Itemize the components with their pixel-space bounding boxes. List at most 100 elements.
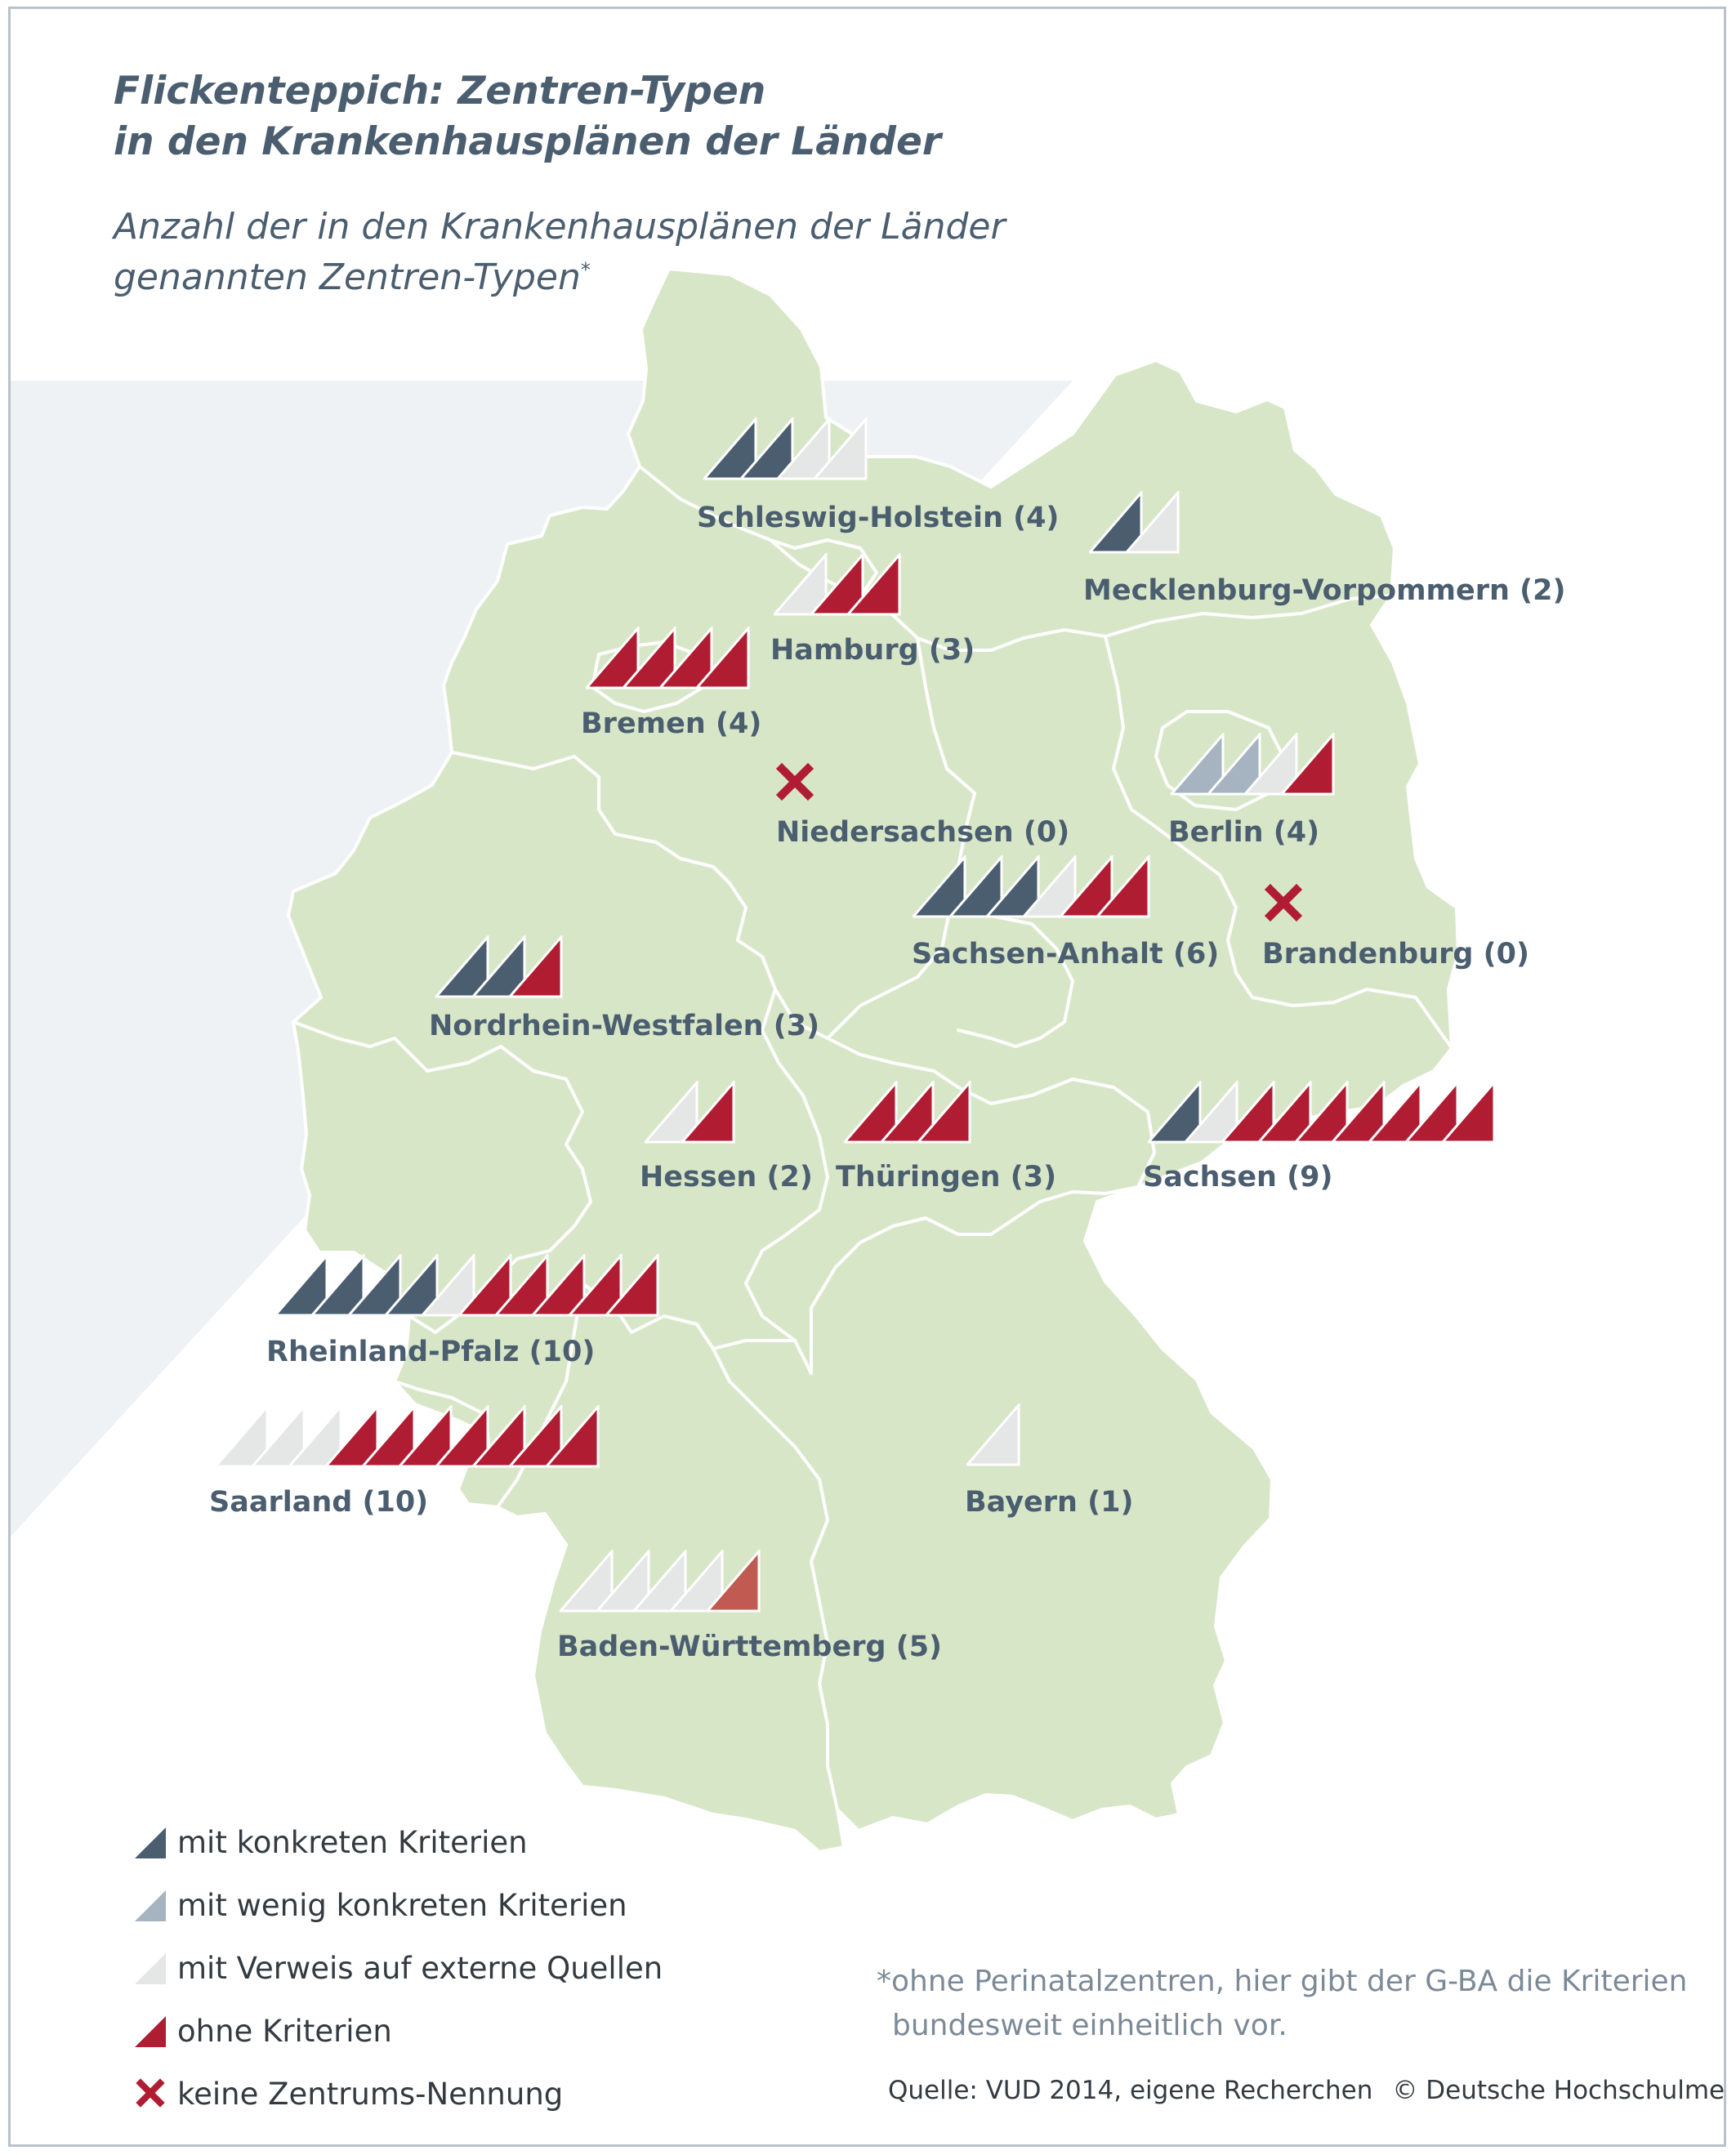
center-type-triangle-extern — [631, 1547, 687, 1613]
state-border-hamburg — [769, 538, 878, 599]
no-center-mark-brandenburg — [1264, 883, 1303, 922]
center-type-triangle-ohne — [620, 624, 676, 689]
center-type-triangle-ohne — [1403, 1078, 1459, 1144]
center-type-triangles — [583, 624, 750, 689]
center-type-triangle-ohne — [396, 1403, 453, 1468]
state-border-bw-bayern — [712, 1347, 839, 1811]
center-type-triangle-ohne — [470, 1403, 526, 1468]
center-type-triangle-ohne — [1366, 1078, 1422, 1144]
center-type-triangle-ohne — [1219, 1078, 1275, 1144]
state-label-baden-wuerttemberg: Baden-Württemberg (5) — [557, 1631, 943, 1663]
state-border-mv-south — [1022, 594, 1393, 640]
center-type-triangles — [557, 1547, 761, 1613]
center-type-triangle-konkret — [738, 415, 794, 480]
center-type-triangles — [841, 1078, 971, 1144]
center-type-triangle-ohne — [1439, 1078, 1496, 1144]
center-type-triangle-ohne — [1279, 730, 1335, 796]
center-type-triangle-extern — [771, 551, 828, 616]
center-type-triangle-ohne — [456, 1252, 512, 1317]
subtitle-footnote-mark: * — [580, 258, 591, 282]
state-label-schleswig-holstein: Schleswig-Holstein (4) — [697, 502, 1060, 534]
state-border-st-sachsen — [948, 906, 1074, 1048]
center-type-triangle-konkret — [984, 853, 1040, 918]
center-type-triangle-konkret — [910, 853, 966, 918]
center-type-triangle-ohne — [808, 551, 864, 616]
center-type-triangle-extern — [286, 1403, 342, 1468]
center-type-triangle-ohne — [493, 1252, 549, 1317]
center-type-triangle-ohne — [323, 1403, 379, 1468]
center-type-triangle-ohne — [507, 1403, 563, 1468]
state-label-rheinland-pfalz: Rheinland-Pfalz (10) — [266, 1336, 596, 1368]
center-type-triangle-ohne — [679, 1078, 735, 1144]
center-type-triangles — [964, 1401, 1020, 1466]
legend-label-none: keine Zentrums-Nennung — [177, 2077, 564, 2112]
legend-label-ohne: ohne Kriterien — [177, 2014, 392, 2049]
state-marker-hessen — [642, 1078, 737, 1148]
center-type-triangles — [910, 853, 1150, 918]
legend-label-wenig-konkret: mit wenig konkreten Kriterien — [177, 1888, 627, 1923]
center-type-triangle-extern — [1182, 1078, 1238, 1144]
center-type-triangles — [212, 1403, 600, 1468]
legend-swatch-wenig-konkret — [135, 1890, 166, 1921]
center-type-triangle-ohne — [845, 551, 901, 616]
center-type-triangles — [642, 1078, 735, 1144]
center-type-triangle-konkret — [947, 853, 1003, 918]
center-type-triangle-ohne — [603, 1252, 659, 1317]
state-marker-baden-wuerttemberg — [557, 1547, 762, 1617]
center-type-triangle-ohne — [583, 624, 640, 689]
state-border-thueringen — [826, 1037, 1156, 1189]
center-type-triangle-konkret — [433, 933, 489, 998]
state-label-sachsen: Sachsen (9) — [1143, 1161, 1333, 1194]
center-type-triangle-ohne — [915, 1078, 971, 1144]
legend-swatch-none — [136, 2078, 165, 2108]
center-type-triangle-ohne — [1256, 1078, 1312, 1144]
center-type-triangle-konkret — [1145, 1078, 1202, 1144]
state-marker-bremen — [583, 624, 752, 694]
center-type-triangle-ohne — [878, 1078, 935, 1144]
state-border-nds-hessen — [761, 988, 829, 1179]
footnote-line-2: bundesweit einheitlich vor. — [892, 2009, 1287, 2042]
center-type-triangle-ohne — [1329, 1078, 1386, 1144]
state-marker-rheinland-pfalz — [272, 1252, 661, 1321]
center-type-triangle-extern — [667, 1547, 724, 1613]
page-subtitle: Anzahl der in den Krankenhausplänen der … — [114, 202, 1006, 303]
state-label-bremen: Bremen (4) — [581, 707, 762, 740]
footnote-line-1: *ohne Perinatalzentren, hier gibt der G-… — [877, 1965, 1688, 1998]
state-label-berlin: Berlin (4) — [1168, 816, 1320, 849]
state-border-brb-st — [1104, 635, 1453, 1050]
center-type-triangle-ohne — [841, 1078, 898, 1144]
state-marker-schleswig-holstein — [701, 415, 869, 484]
subtitle-line-2: genannten Zentren-Typen — [114, 257, 581, 298]
center-type-triangles — [701, 415, 868, 480]
center-type-triangle-ohne — [507, 933, 563, 998]
center-type-triangle-wenig-konkret — [1205, 730, 1261, 796]
center-type-triangle-ohne — [657, 624, 713, 689]
title-line-2: in den Krankenhausplänen der Länder — [114, 119, 942, 164]
state-marker-nordrhein-westfalen — [433, 933, 565, 1002]
center-type-triangle-extern — [811, 415, 868, 480]
center-type-triangle-extern — [1123, 489, 1180, 554]
center-type-triangle-extern — [212, 1403, 269, 1468]
state-marker-saarland — [212, 1403, 601, 1472]
center-type-triangle-extern — [774, 415, 831, 480]
center-type-triangle-konkret — [309, 1252, 365, 1317]
center-type-triangles — [1087, 489, 1180, 554]
center-type-triangle-konkret — [272, 1252, 328, 1317]
legend-label-konkret: mit konkreten Kriterien — [177, 1825, 528, 1860]
state-marker-bayern — [964, 1401, 1022, 1470]
state-marker-mecklenburg-vorpommern — [1087, 489, 1181, 558]
infographic-frame: Flickenteppich: Zentren-Typen in den Kra… — [8, 7, 1726, 2147]
center-type-triangle-wenig-konkret — [1168, 730, 1225, 796]
title-line-1: Flickenteppich: Zentren-Typen — [114, 69, 766, 114]
state-label-brandenburg: Brandenburg (0) — [1262, 938, 1529, 970]
center-type-triangles — [771, 551, 901, 616]
center-type-triangle-ohne — [433, 1403, 489, 1468]
map-stage: Flickenteppich: Zentren-Typen in den Kra… — [11, 9, 1724, 2144]
state-marker-sachsen — [1145, 1078, 1497, 1148]
state-label-nordrhein-westfalen: Nordrhein-Westfalen (3) — [429, 1010, 820, 1042]
center-type-triangle-extern — [249, 1403, 306, 1468]
source-line: Quelle: VUD 2014, eigene Recherchen © Deu… — [888, 2076, 1724, 2105]
center-type-triangle-extern — [557, 1547, 614, 1613]
center-type-triangle-extern — [1020, 853, 1077, 918]
center-type-triangle-ohne — [1094, 853, 1150, 918]
